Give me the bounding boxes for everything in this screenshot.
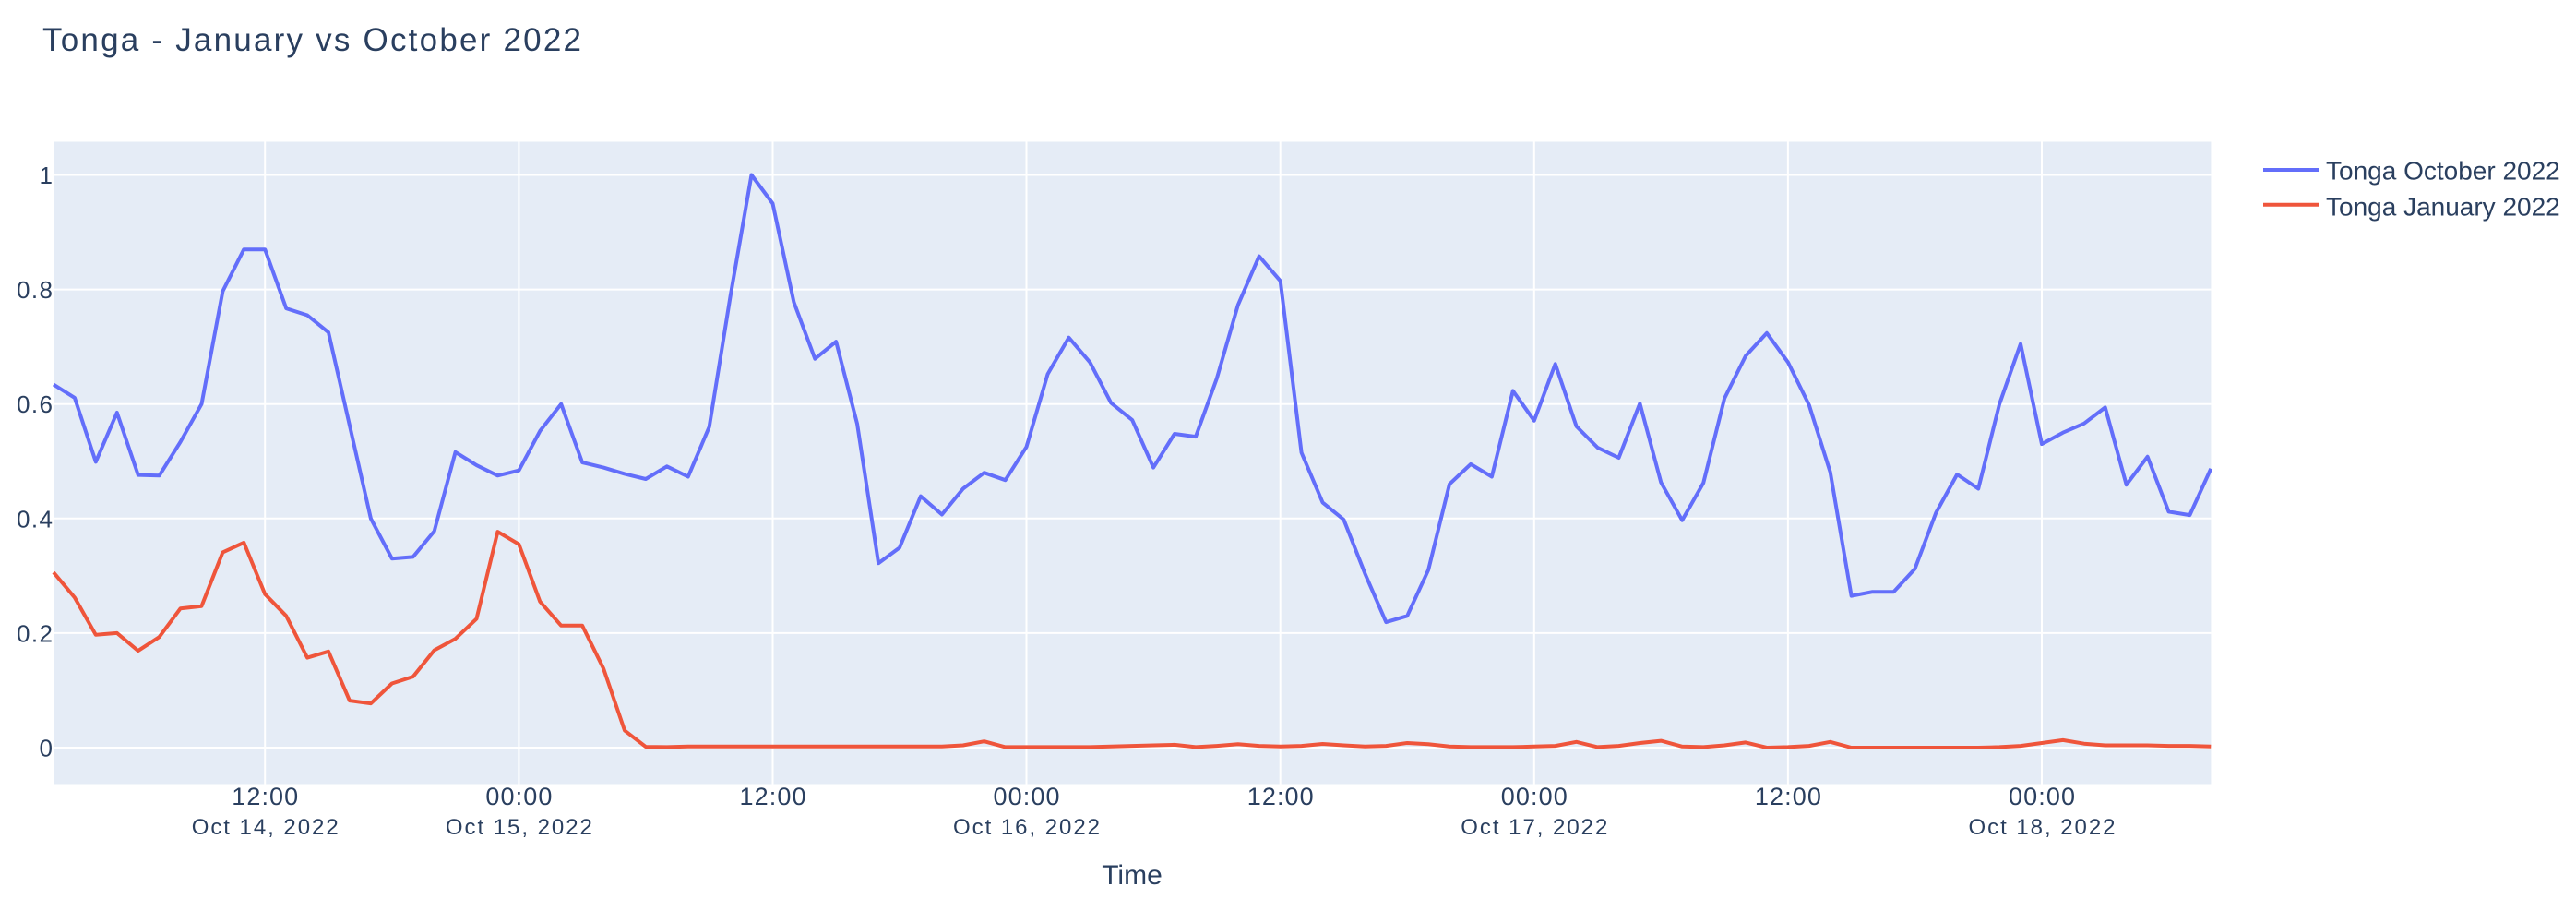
svg-text:12:00: 12:00 (232, 783, 298, 810)
svg-text:0.2: 0.2 (17, 619, 53, 647)
svg-text:12:00: 12:00 (1755, 783, 1821, 810)
svg-text:12:00: 12:00 (1247, 783, 1314, 810)
svg-text:0: 0 (40, 735, 53, 762)
svg-text:Oct 17, 2022: Oct 17, 2022 (1461, 815, 1607, 840)
svg-text:0.8: 0.8 (17, 276, 53, 304)
svg-text:00:00: 00:00 (1501, 783, 1568, 810)
svg-text:Oct 14, 2022: Oct 14, 2022 (192, 815, 339, 840)
svg-text:12:00: 12:00 (740, 783, 806, 810)
svg-text:Tonga October 2022: Tonga October 2022 (2326, 156, 2560, 185)
svg-text:Oct 18, 2022: Oct 18, 2022 (1969, 815, 2116, 840)
svg-text:1: 1 (40, 162, 53, 189)
svg-text:Oct 15, 2022: Oct 15, 2022 (446, 815, 592, 840)
svg-text:Tonga January 2022: Tonga January 2022 (2326, 192, 2560, 221)
svg-text:00:00: 00:00 (2009, 783, 2075, 810)
svg-text:Time: Time (1102, 860, 1163, 891)
svg-text:00:00: 00:00 (485, 783, 552, 810)
svg-text:0.4: 0.4 (17, 505, 53, 533)
svg-text:Oct 16, 2022: Oct 16, 2022 (953, 815, 1100, 840)
svg-text:0.6: 0.6 (17, 390, 53, 418)
svg-text:00:00: 00:00 (994, 783, 1060, 810)
svg-text:Tonga - January vs October 202: Tonga - January vs October 2022 (42, 22, 581, 58)
